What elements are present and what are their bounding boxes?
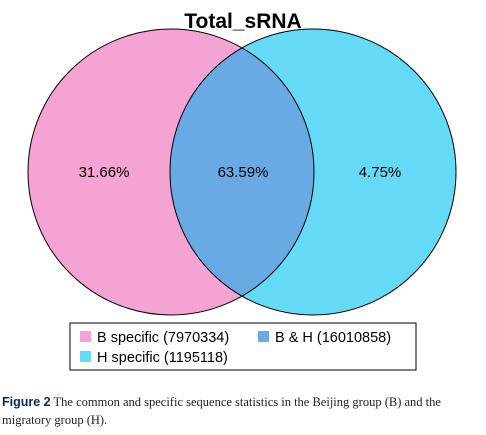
legend-box <box>69 322 417 371</box>
b-circle-outline <box>27 28 315 316</box>
legend-label-h-specific: H specific (1195118) <box>97 350 228 366</box>
legend-item-b-specific: B specific (7970334) <box>80 330 229 346</box>
legend-swatch-h-specific <box>80 351 91 362</box>
h-circle-outline <box>169 28 457 316</box>
legend: B specific (7970334) B & H (16010858) H … <box>69 322 417 371</box>
legend-item-h-specific: H specific (1195118) <box>80 350 228 366</box>
venn-diagram: Total_sRNA 31.66% 63.59% 4.75% B specifi… <box>27 10 457 371</box>
chart-title: Total_sRNA <box>184 10 301 33</box>
legend-label-b-specific: B specific (7970334) <box>97 330 229 346</box>
caption-text: The common and specific sequence statist… <box>2 395 441 427</box>
legend-swatch-b-specific <box>80 331 91 342</box>
overlap-region <box>170 29 314 315</box>
b-specific-percent: 31.66% <box>79 164 130 181</box>
figure-label: Figure 2 <box>2 395 51 409</box>
legend-swatch-b-and-h <box>258 331 269 342</box>
overlap-percent: 63.59% <box>218 164 269 181</box>
legend-label-b-and-h: B & H (16010858) <box>275 330 391 346</box>
figure-caption: Figure 2 The common and specific sequenc… <box>2 393 482 429</box>
h-specific-percent: 4.75% <box>359 164 402 181</box>
legend-item-b-and-h: B & H (16010858) <box>258 330 391 346</box>
